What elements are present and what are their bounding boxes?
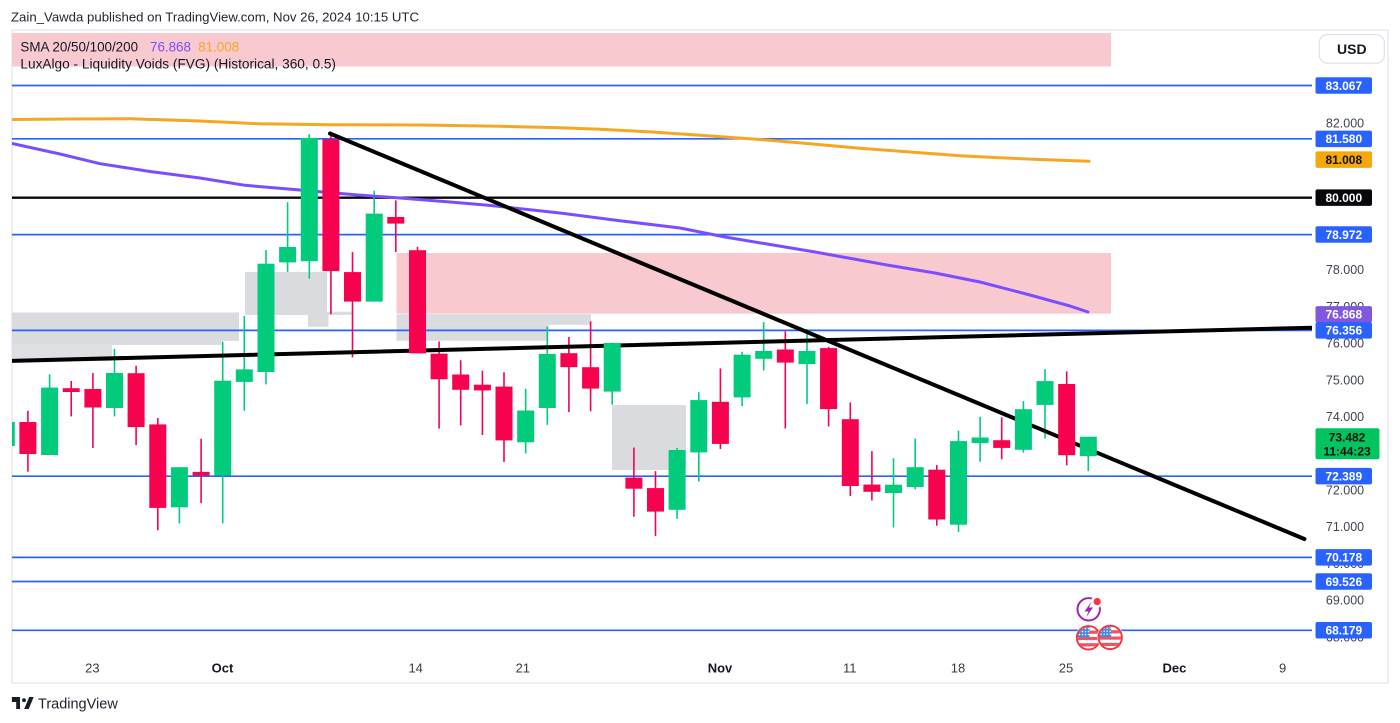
- svg-text:80.000: 80.000: [1325, 191, 1362, 205]
- svg-text:69.526: 69.526: [1325, 575, 1362, 589]
- svg-text:TradingView: TradingView: [38, 697, 118, 713]
- svg-text:21: 21: [516, 661, 530, 676]
- svg-text:83.067: 83.067: [1325, 79, 1362, 93]
- svg-text:78.000: 78.000: [1326, 263, 1364, 277]
- svg-text:69.000: 69.000: [1326, 594, 1364, 608]
- svg-text:Nov: Nov: [708, 661, 733, 676]
- svg-text:USD: USD: [1337, 41, 1367, 57]
- svg-text:11:44:23: 11:44:23: [1323, 445, 1371, 459]
- svg-text:23: 23: [85, 661, 99, 676]
- svg-text:73.482: 73.482: [1329, 431, 1366, 445]
- svg-text:82.000: 82.000: [1326, 117, 1364, 131]
- svg-text:18: 18: [951, 661, 965, 676]
- svg-text:Oct: Oct: [212, 661, 234, 676]
- svg-text:68.179: 68.179: [1325, 624, 1362, 638]
- svg-text:25: 25: [1059, 661, 1073, 676]
- svg-text:72.000: 72.000: [1326, 484, 1364, 498]
- svg-text:Dec: Dec: [1162, 661, 1186, 676]
- svg-text:81.580: 81.580: [1325, 132, 1362, 146]
- svg-text:11: 11: [843, 661, 857, 676]
- svg-text:78.972: 78.972: [1325, 228, 1362, 242]
- svg-text:70.178: 70.178: [1325, 551, 1362, 565]
- svg-text:14: 14: [408, 661, 422, 676]
- svg-text:LuxAlgo - Liquidity Voids (FVG: LuxAlgo - Liquidity Voids (FVG) (Histori…: [20, 56, 336, 71]
- svg-text:74.000: 74.000: [1326, 410, 1364, 424]
- svg-text:76.000: 76.000: [1326, 337, 1364, 351]
- svg-text:71.000: 71.000: [1326, 520, 1364, 534]
- svg-text:76.356: 76.356: [1325, 324, 1362, 338]
- svg-text:76.868: 76.868: [1325, 308, 1362, 322]
- svg-text:72.389: 72.389: [1325, 470, 1362, 484]
- svg-text:81.008: 81.008: [1325, 153, 1362, 167]
- svg-text:75.000: 75.000: [1326, 373, 1364, 387]
- svg-text:9: 9: [1279, 661, 1286, 676]
- svg-text:Zain_Vawda published on Tradin: Zain_Vawda published on TradingView.com,…: [11, 10, 419, 25]
